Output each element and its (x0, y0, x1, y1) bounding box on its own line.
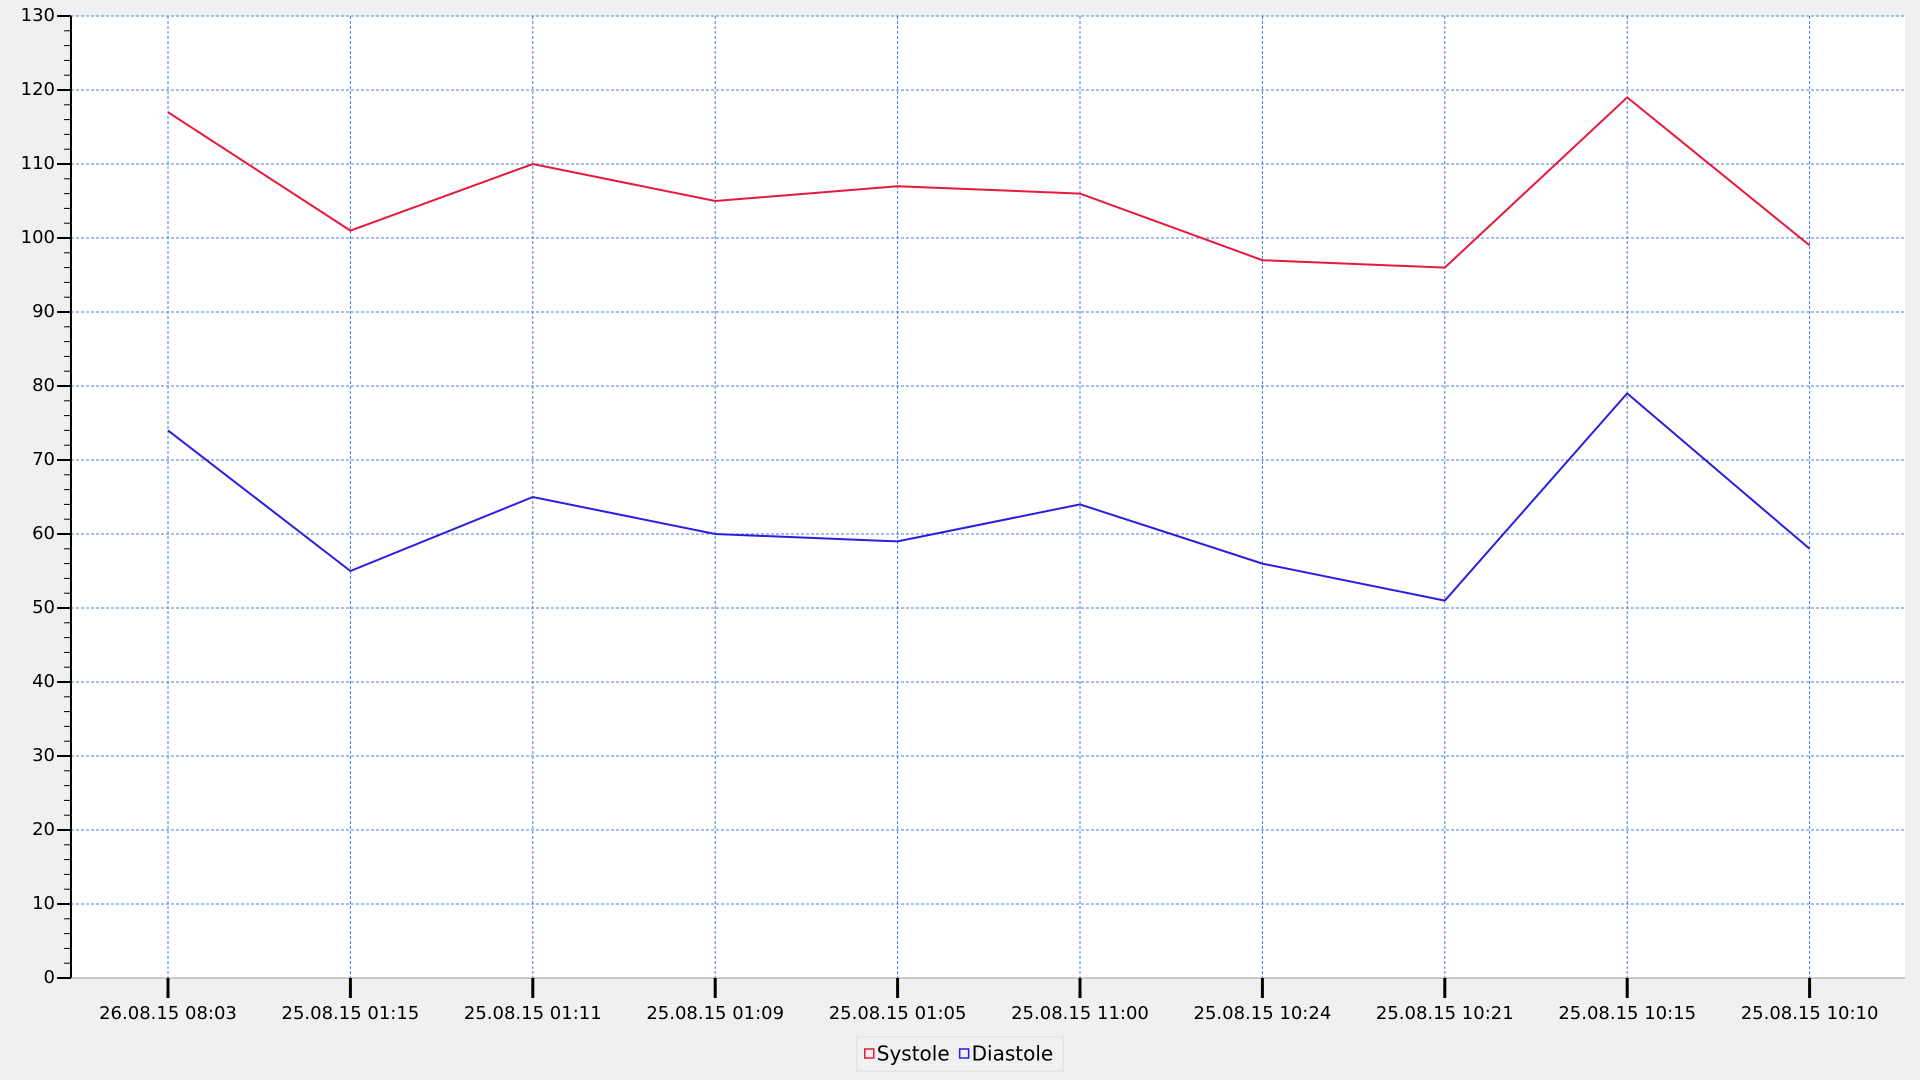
y-tick-label: 40 (32, 671, 55, 692)
y-tick-label: 10 (32, 893, 55, 914)
plot-area (71, 16, 1905, 978)
y-tick-label: 100 (21, 227, 55, 248)
x-tick-label: 25.08.15 10:24 (1194, 1003, 1332, 1024)
y-tick-label: 50 (32, 597, 55, 618)
y-tick-label: 130 (21, 5, 55, 26)
y-tick-label: 60 (32, 523, 55, 544)
x-tick-label: 26.08.15 08:03 (99, 1003, 237, 1024)
y-tick-label: 80 (32, 375, 55, 396)
legend-label: Systole (877, 1042, 950, 1066)
y-tick-label: 30 (32, 745, 55, 766)
y-tick-label: 110 (21, 153, 55, 174)
x-tick-label: 25.08.15 01:11 (464, 1003, 602, 1024)
y-tick-label: 20 (32, 819, 55, 840)
legend-swatch (864, 1048, 875, 1059)
legend-swatch (958, 1048, 970, 1059)
legend-label: Diastole (972, 1042, 1054, 1066)
x-tick-label: 25.08.15 10:15 (1558, 1003, 1696, 1024)
x-tick-label: 25.08.15 11:00 (1011, 1003, 1149, 1024)
y-tick-label: 70 (32, 449, 55, 470)
series-line (167, 392, 1811, 602)
x-tick-label: 25.08.15 01:15 (282, 1003, 420, 1024)
x-tick-label: 25.08.15 01:09 (646, 1003, 784, 1024)
x-tick-label: 25.08.15 01:05 (829, 1003, 967, 1024)
y-tick-label: 0 (44, 967, 55, 988)
series-line (167, 96, 1811, 269)
y-tick-label: 90 (32, 301, 55, 322)
y-tick-label: 120 (21, 79, 55, 100)
x-tick-label: 25.08.15 10:10 (1741, 1003, 1879, 1024)
legend: Systole Diastole (856, 1036, 1064, 1072)
x-tick-label: 25.08.15 10:21 (1376, 1003, 1514, 1024)
